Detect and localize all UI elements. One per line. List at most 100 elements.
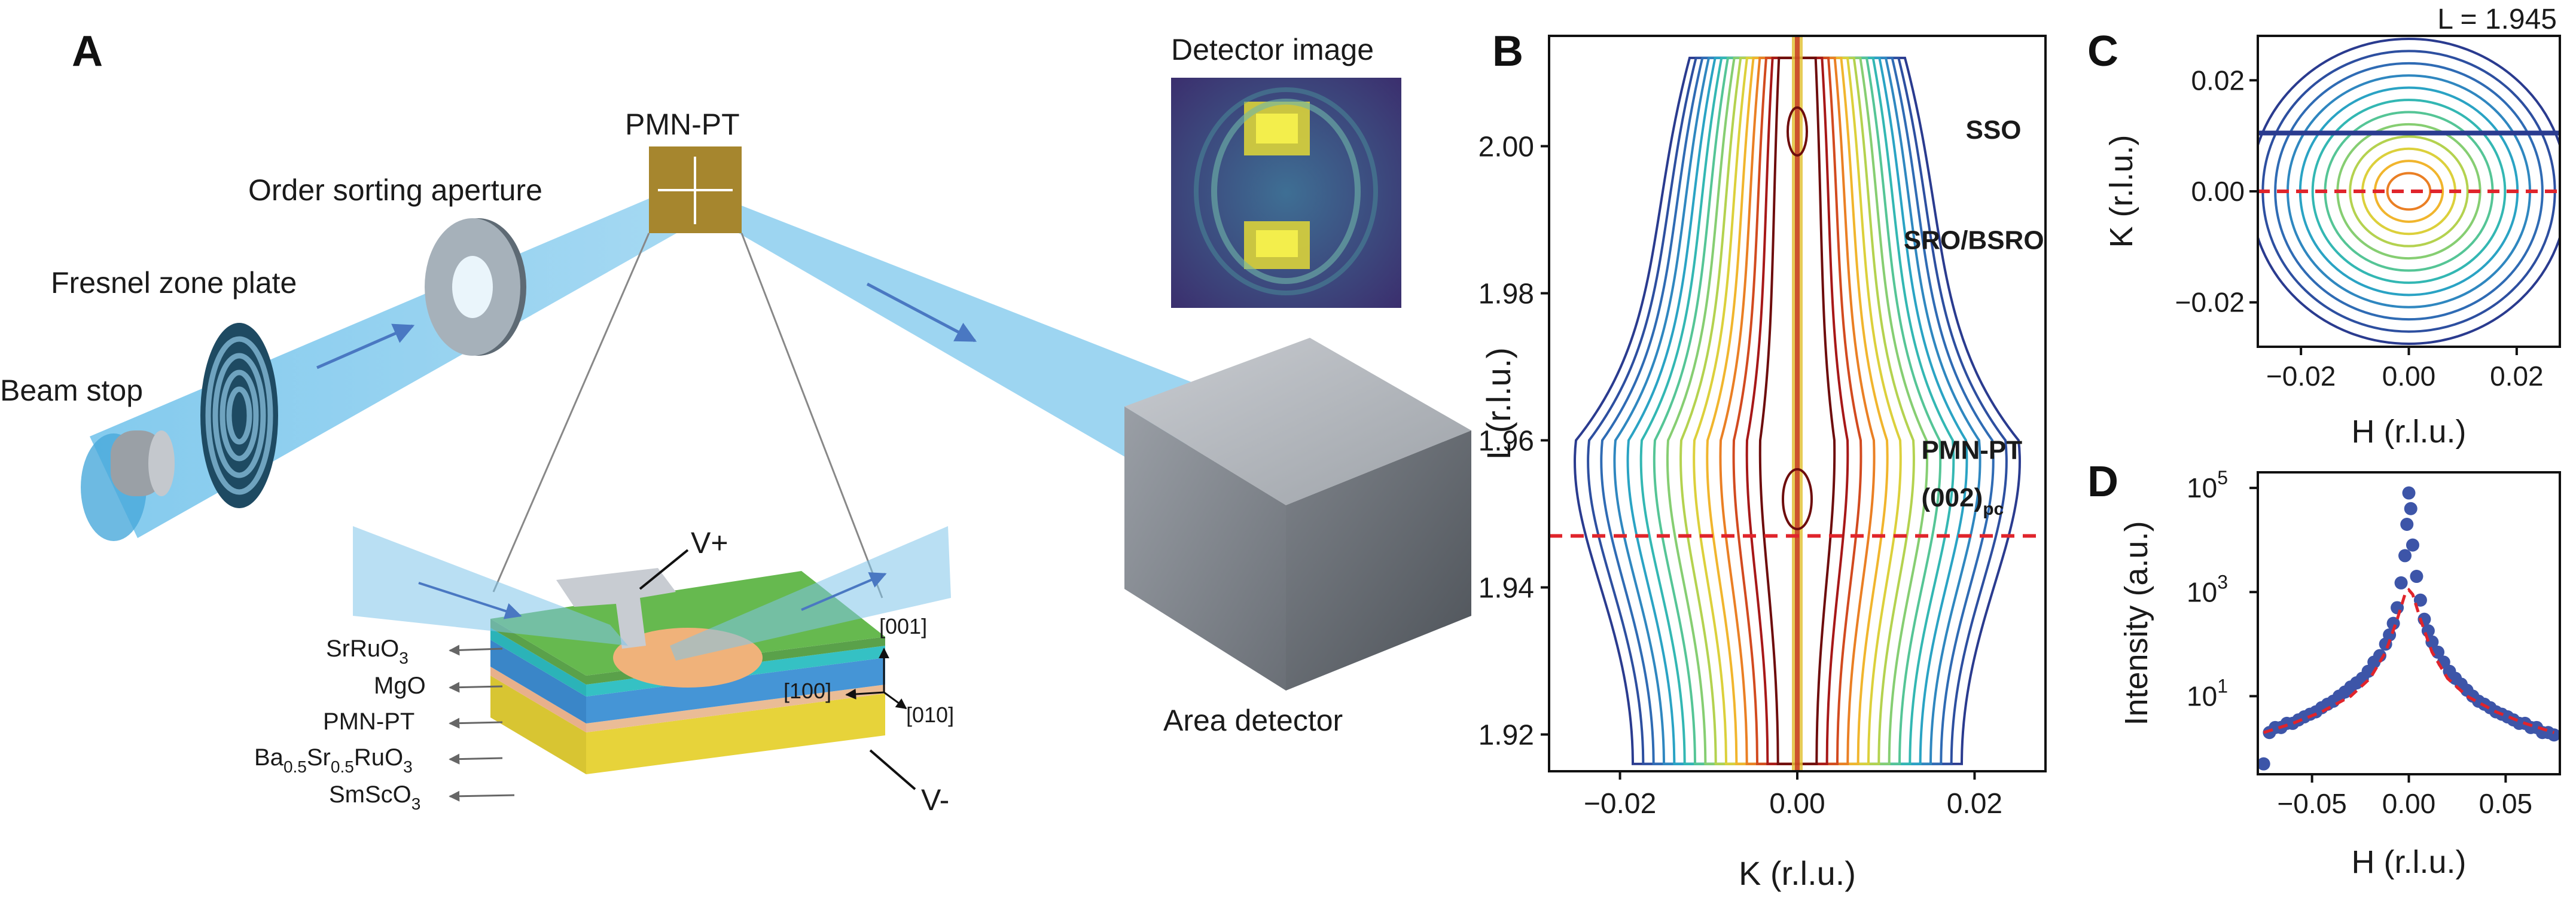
layer-srruo3-label: SrRuO3 [326,636,408,667]
contour-level [1666,56,1929,765]
contour-level [1706,56,1889,765]
panel-c-contours [2258,38,2560,345]
zoom-line-right [740,233,883,598]
x-axis-label: K (r.l.u.) [1739,854,1856,892]
contour-level [2349,135,2469,248]
x-tick-label: 0.02 [1947,788,2002,820]
contour-level [2274,62,2544,321]
panel-c-chart: −0.02 0.00 0.02 −0.02 0.00 0.02 L = 1.945 H (r.… [2104,4,2561,450]
annotation: SSO [1966,115,2022,145]
data-point [2398,549,2412,563]
layer-mgo-label: MgO [374,673,426,699]
data-point [2400,517,2414,531]
v-minus-pointer [869,749,916,790]
y-tick-label: 101 [2187,675,2228,711]
contour-level [2258,38,2560,345]
incident-beam [90,197,682,538]
v-minus-label: V- [921,783,949,817]
y-tick-exponent: 3 [2217,571,2228,592]
zoom-line-left [492,233,650,592]
y-tick-label: 1.96 [1478,426,1534,457]
data-point [2386,616,2400,630]
data-point [2547,728,2560,742]
panel-label-c: C [2087,28,2118,75]
vertical-streak-core [1795,36,1800,771]
contour-level [1613,56,1981,765]
beam-arrow-2 [866,282,977,343]
order-sorting-aperture [425,218,526,356]
x-tick-label: −0.02 [1584,788,1656,820]
beam-stop-label: Beam stop [0,374,143,407]
direction-001: [001] [879,614,927,639]
beam-stop [111,430,175,496]
panel-label-a: A [72,28,103,75]
y-tick-label: 0.02 [2191,65,2245,96]
area-detector-label: Area detector [1163,704,1343,737]
contour-level [1758,56,1836,765]
layer-smsco3-label: SmScO3 [329,781,420,813]
data-point [2413,593,2427,607]
panel-d-chart: −0.05 0.00 0.05 105 103 101 H (r.l.u.) Intensit… [2118,467,2561,880]
detector-image-title: Detector image [1171,33,1374,66]
contour-level [1639,56,1955,765]
beam-arrow-1 [316,323,415,369]
x-tick-label: 0.02 [2490,361,2544,392]
panel-b-chart: −0.02 0.00 0.02 1.92 1.94 1.96 1.98 2.00 K (r.l.… [1478,35,2047,892]
y-tick-label: −0.02 [2175,287,2245,318]
zone-plate-label: Fresnel zone plate [51,266,297,300]
sample-beam-in [353,526,628,646]
annotation: SRO/BSRO [1904,226,2044,255]
crystal-axes [845,647,907,710]
contour-level [2298,86,2519,297]
fresnel-zone-plate [200,323,278,508]
data-point [2406,538,2419,552]
v-plus-pointer [639,549,689,590]
direction-010: [010] [906,702,954,727]
layer-labels: SrRuO3 MgO PMN-PT Ba0.5Sr0.5RuO3 SmScO3 [254,636,426,813]
y-tick-label: 1.92 [1478,720,1534,752]
x-axis-label: H (r.l.u.) [2351,414,2466,450]
data-point [2402,486,2416,500]
y-tick-label: 1.94 [1478,573,1534,604]
direction-100: [100] [784,679,831,703]
contour-level [1573,56,2022,765]
y-tick-exponent: 1 [2217,675,2228,697]
beam-arrow-3 [418,582,522,619]
layer-pointers [449,645,515,802]
contour-level [1732,56,1862,765]
contour-level [1587,56,2008,765]
contour-level [1626,56,1968,765]
contour-level [1745,56,1849,765]
x-tick-label: 0.05 [2479,788,2533,819]
contour-level [1600,56,1995,765]
x-tick-label: −0.05 [2277,788,2346,819]
annotation-sub: pc [1983,499,2004,519]
y-tick-label: 1.98 [1478,279,1534,310]
contour-level [1693,56,1902,765]
panel-label-d: D [2087,458,2118,506]
y-tick-label: 105 [2187,467,2228,503]
aperture-label: Order sorting aperture [248,173,542,207]
diffracted-beam [736,203,1208,484]
y-tick-label: 103 [2187,571,2228,607]
y-tick-exponent: 5 [2217,467,2228,488]
contour-level [1653,56,1942,765]
y-axis-label: L (r.l.u.) [1480,347,1517,460]
contour-level [1719,56,1876,765]
panel-d-frame [2257,471,2561,775]
layer-pmnpt-label: PMN-PT [323,708,414,735]
area-detector [1124,338,1471,691]
y-tick-label: 0.00 [2191,176,2245,207]
data-point [2410,570,2423,584]
y-tick-label: 2.00 [1478,132,1534,163]
sso-peak [1787,106,1808,157]
panel-b-contours [1573,36,2022,771]
data-point [2258,757,2270,771]
contour-level [1679,56,1915,765]
contour-level [2311,99,2507,284]
pmn-pt-sample [649,146,742,233]
x-axis-label: H (r.l.u.) [2351,844,2466,880]
sample-beam-out [670,526,951,661]
annotation: PMN-PT [1922,435,2023,465]
